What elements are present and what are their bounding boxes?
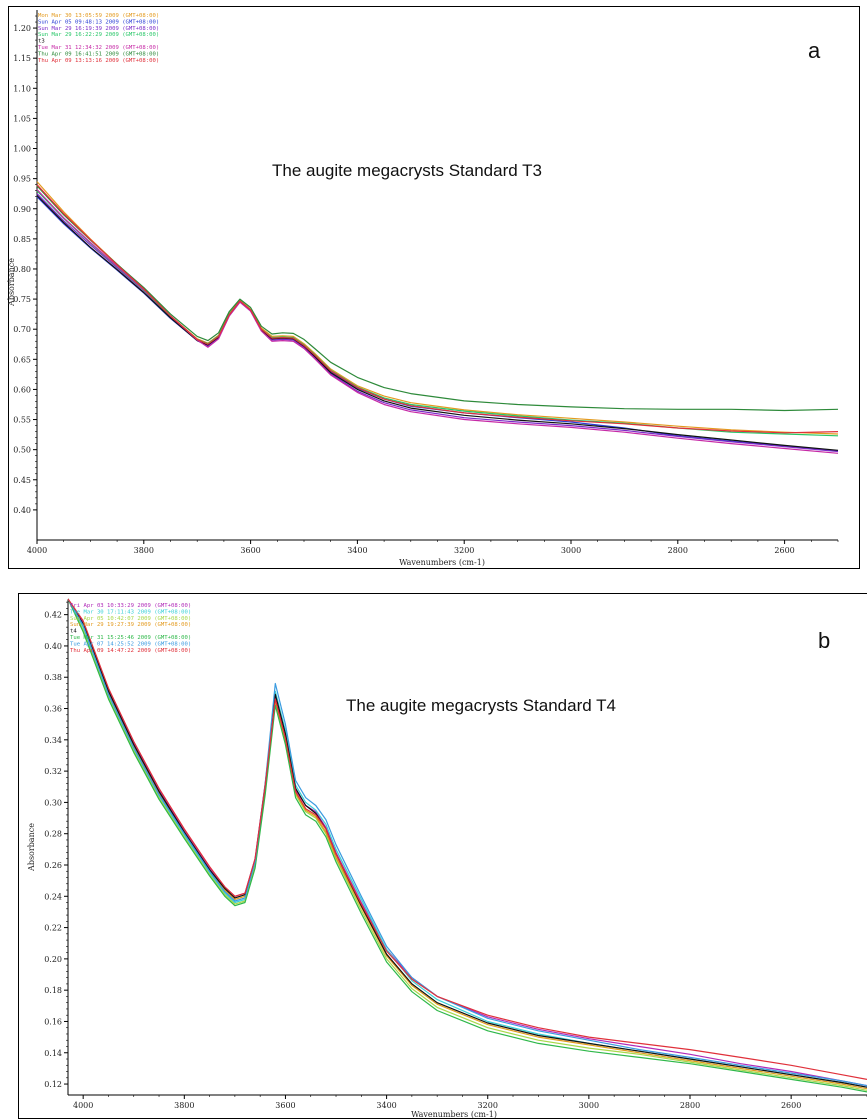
b-y-tick-label: 0.38 [44, 673, 62, 682]
a-series-line-1 [36, 181, 839, 435]
a-y-tick-label: 0.60 [13, 385, 31, 394]
b-legend-entry: Tue Apr 07 14:25:52 2009 (GMT+08:00) [70, 641, 191, 647]
a-y-tick-label: 0.75 [13, 295, 31, 304]
a-series-line-5 [36, 195, 839, 451]
b-legend-entry: Tue Mar 30 17:11:43 2009 (GMT+08:00) [70, 609, 191, 615]
a-series-line-8 [36, 184, 839, 434]
a-x-tick-label: 4000 [27, 546, 47, 555]
b-y-tick-label: 0.36 [44, 705, 62, 714]
b-x-tick-label: 2600 [781, 1101, 801, 1110]
b-series-line-6 [67, 598, 867, 1093]
chart-panel-a: 0.40 0.45 0.50 0.55 0.60 0.65 0.70 0.75 0.80 0.85… [7, 6, 860, 569]
a-y-tick-label: 1.00 [13, 145, 31, 154]
chart-a-axes: 0.40 0.45 0.50 0.55 0.60 0.65 0.70 0.75 0.80 0.85… [13, 10, 839, 555]
chart-b-title: The augite megacrysts Standard T4 [346, 696, 616, 715]
a-legend-entry: Sun Apr 05 09:48:13 2009 (GMT+08:00) [38, 19, 159, 25]
b-legend-entry: Fri Apr 03 10:33:29 2009 (GMT+08:00) [70, 603, 191, 609]
a-y-tick-label: 0.90 [13, 205, 31, 214]
b-series-line-3 [67, 598, 867, 1091]
chart-a-xlabel: Wavenumbers (cm-1) [399, 558, 485, 567]
b-y-tick-label: 0.26 [44, 861, 62, 870]
chart-b-axes: 0.12 0.14 0.16 0.18 0.20 0.22 0.24 0.26 0.28 0.30… [44, 599, 867, 1110]
chart-b-panel-label: b [818, 628, 830, 653]
b-y-tick-label: 0.28 [44, 830, 62, 839]
chart-panel-b: 0.12 0.14 0.16 0.18 0.20 0.22 0.24 0.26 0.28 0.30… [0, 585, 867, 1119]
chart-b-series-group [67, 598, 867, 1093]
a-x-tick-label: 3400 [347, 546, 367, 555]
a-legend-entry: t3 [38, 39, 45, 45]
b-y-tick-label: 0.14 [44, 1049, 62, 1058]
a-y-tick-label: 0.80 [13, 265, 31, 274]
b-y-tick-label: 0.34 [44, 736, 62, 745]
a-x-tick-label: 2800 [668, 546, 688, 555]
a-x-tick-label: 3800 [134, 546, 154, 555]
chart-b-svg: 0.12 0.14 0.16 0.18 0.20 0.22 0.24 0.26 0.28 0.30… [27, 598, 867, 1119]
a-y-tick-label: 0.45 [13, 476, 31, 485]
b-y-tick-label: 0.20 [44, 955, 62, 964]
a-series-line-7 [36, 185, 839, 412]
b-y-tick-label: 0.16 [44, 1017, 62, 1026]
a-y-tick-label: 1.15 [13, 54, 31, 63]
a-legend-entry: Sun Mar 29 16:19:39 2009 (GMT+08:00) [38, 26, 159, 32]
chart-a-legend: Mon Mar 30 13:05:59 2009 (GMT+08:00)Sun … [38, 13, 159, 64]
b-y-tick-label: 0.22 [44, 924, 62, 933]
a-legend-entry: Thu Apr 09 13:13:16 2009 (GMT+08:00) [38, 58, 159, 64]
a-y-tick-label: 0.70 [13, 325, 31, 334]
chart-a-ylabel: Absorbance [7, 258, 16, 307]
a-y-tick-label: 0.65 [13, 355, 31, 364]
b-y-tick-label: 0.42 [44, 611, 62, 620]
a-x-tick-label: 3600 [240, 546, 260, 555]
b-x-tick-label: 4000 [73, 1101, 93, 1110]
b-x-tick-label: 3200 [478, 1101, 498, 1110]
chart-a-title: The augite megacrysts Standard T3 [272, 161, 542, 180]
b-legend-entry: t4 [70, 629, 77, 635]
b-legend-entry: Sun Apr 05 10:42:07 2009 (GMT+08:00) [70, 616, 191, 622]
chart-b-legend: Fri Apr 03 10:33:29 2009 (GMT+08:00)Tue … [70, 603, 191, 654]
a-legend-entry: Tue Mar 31 12:34:32 2009 (GMT+08:00) [38, 45, 159, 51]
b-x-tick-label: 3800 [174, 1101, 194, 1110]
a-y-tick-label: 1.05 [13, 114, 31, 123]
chart-a-svg: 0.40 0.45 0.50 0.55 0.60 0.65 0.70 0.75 0.80 0.85… [7, 10, 839, 567]
b-legend-entry: Thu Apr 09 14:47:22 2009 (GMT+08:00) [70, 648, 191, 654]
a-series-line-2 [36, 196, 839, 452]
chart-a-series-group [36, 181, 839, 454]
a-y-tick-label: 1.10 [13, 84, 31, 93]
a-y-tick-label: 1.20 [13, 24, 31, 33]
a-legend-entry: Mon Mar 30 13:05:59 2009 (GMT+08:00) [38, 13, 159, 19]
b-x-tick-label: 2800 [680, 1101, 700, 1110]
a-series-line-3 [36, 193, 839, 453]
a-y-tick-label: 0.55 [13, 416, 31, 425]
a-x-tick-label: 2600 [774, 546, 794, 555]
b-y-tick-label: 0.40 [44, 642, 62, 651]
a-x-tick-label: 3000 [561, 546, 581, 555]
b-y-tick-label: 0.18 [44, 986, 62, 995]
panel-a-frame [8, 6, 860, 569]
b-x-tick-label: 3000 [579, 1101, 599, 1110]
b-series-line-7 [67, 598, 867, 1087]
a-x-tick-label: 3200 [454, 546, 474, 555]
chart-b-ylabel: Absorbance [27, 823, 36, 872]
b-series-line-8 [67, 598, 867, 1080]
b-y-tick-label: 0.32 [44, 767, 62, 776]
b-x-tick-label: 3400 [376, 1101, 396, 1110]
b-legend-entry: Tue Mar 31 15:25:46 2009 (GMT+08:00) [70, 635, 191, 641]
a-y-tick-label: 0.40 [13, 506, 31, 515]
b-y-tick-label: 0.24 [44, 892, 62, 901]
b-y-tick-label: 0.30 [44, 798, 62, 807]
a-legend-entry: Thu Apr 09 16:41:51 2009 (GMT+08:00) [38, 51, 159, 57]
b-y-tick-label: 0.12 [44, 1080, 62, 1089]
a-y-tick-label: 0.85 [13, 235, 31, 244]
chart-b-xlabel: Wavenumbers (cm-1) [411, 1110, 497, 1119]
a-y-tick-label: 0.50 [13, 446, 31, 455]
a-series-line-4 [36, 190, 839, 437]
a-y-tick-label: 0.95 [13, 175, 31, 184]
b-x-tick-label: 3600 [275, 1101, 295, 1110]
b-series-line-1 [67, 598, 867, 1087]
b-legend-entry: Sun Mar 29 19:27:39 2009 (GMT+08:00) [70, 622, 191, 628]
b-series-line-5 [67, 598, 867, 1088]
chart-a-panel-label: a [808, 38, 821, 63]
a-legend-entry: Sun Mar 29 16:22:29 2009 (GMT+08:00) [38, 32, 159, 38]
